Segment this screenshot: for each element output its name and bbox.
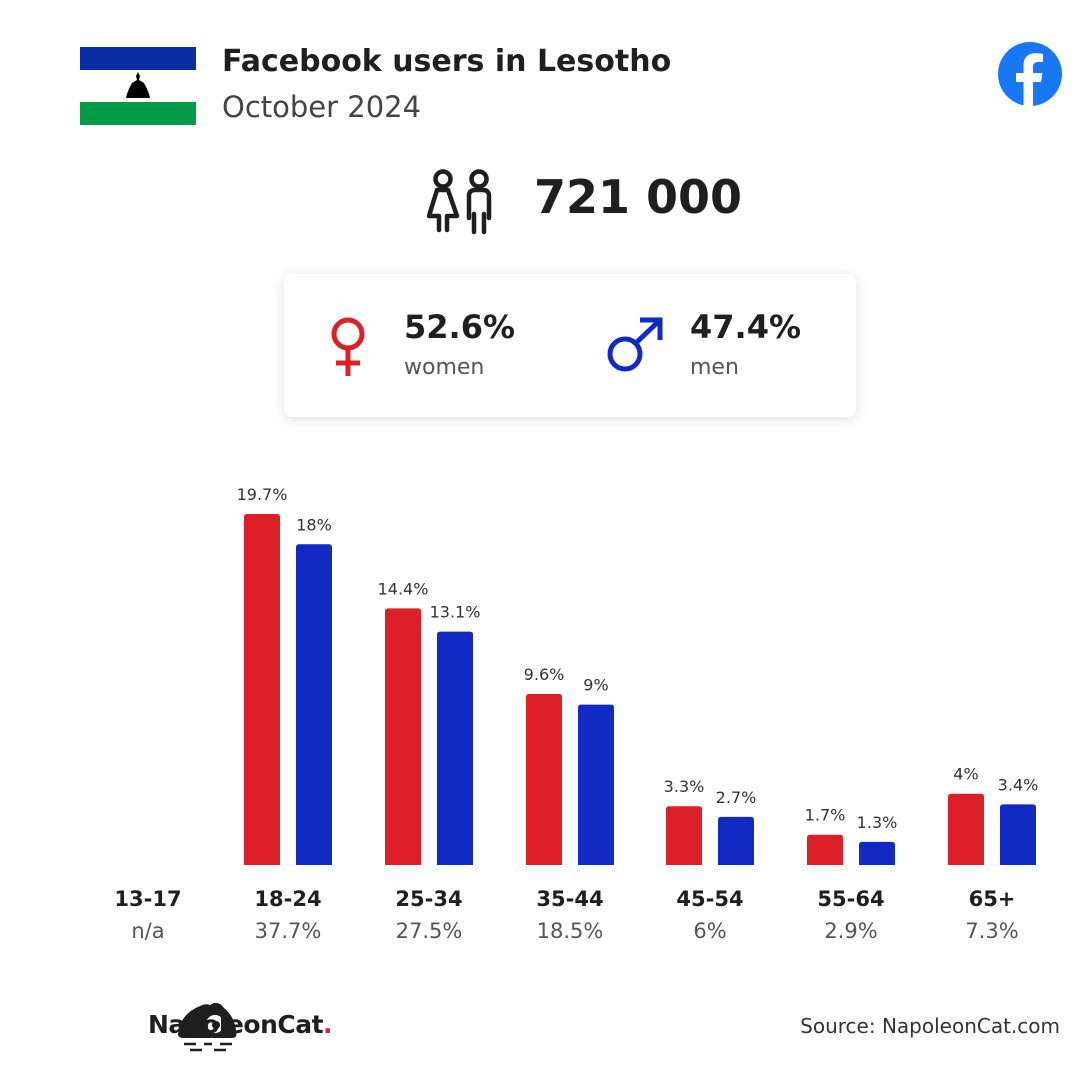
- chart-subtitle: October 2024: [222, 90, 422, 124]
- men-label: men: [690, 355, 739, 380]
- bar-label-women-65+: 4%: [953, 765, 978, 784]
- chart-title: Facebook users in Lesotho: [222, 44, 672, 79]
- bar-label-men-18-24: 18%: [296, 515, 332, 534]
- category-label-18-24: 18-24: [254, 887, 321, 911]
- bar-women-18-24: [244, 514, 280, 865]
- facebook-icon: [998, 42, 1062, 106]
- category-total-18-24: 37.7%: [255, 919, 322, 943]
- total-users-value: 721 000: [534, 170, 743, 224]
- lesotho-flag-icon: [80, 47, 196, 125]
- bar-men-45-54: [718, 816, 754, 865]
- male-icon: [607, 317, 663, 372]
- brand-name-text: NapoleonCat: [148, 1010, 324, 1039]
- category-total-13-17: n/a: [131, 919, 164, 943]
- bar-label-women-35-44: 9.6%: [524, 665, 565, 684]
- women-percentage: 52.6%: [404, 308, 516, 346]
- age-gender-bar-chart: 13-17 n/a 19.7% 18% 18-24 37.7% 14.4%13.1% 25-3…: [114, 485, 1039, 943]
- category-total-35-44: 18.5%: [537, 919, 604, 943]
- bar-men-65+: [1000, 804, 1036, 865]
- brand-name: NapoleonCat.: [148, 1010, 333, 1039]
- bar-label-men-25-34: 13.1%: [430, 603, 481, 622]
- bar-women-35-44: [526, 693, 562, 865]
- category-label-25-34: 25-34: [395, 887, 462, 911]
- bar-men-55-64: [859, 841, 895, 865]
- bar-women-25-34: [385, 608, 421, 865]
- bar-label-men-65+: 3.4%: [998, 775, 1039, 794]
- category-total-45-54: 6%: [693, 919, 726, 943]
- bar-men-35-44: [578, 704, 614, 865]
- category-label-35-44: 35-44: [536, 887, 603, 911]
- napoleoncat-logo-icon: [178, 1002, 237, 1052]
- gender-split-card: 52.6% women 47.4% men: [284, 274, 856, 417]
- bar-label-men-35-44: 9%: [583, 676, 608, 695]
- category-label-55-64: 55-64: [817, 887, 884, 911]
- bar-label-women-18-24: 19.7%: [237, 485, 288, 504]
- bar-label-women-25-34: 14.4%: [378, 579, 429, 598]
- people-icon: [427, 169, 492, 235]
- category-total-25-34: 27.5%: [396, 919, 463, 943]
- female-icon: [331, 317, 365, 376]
- category-total-65+: 7.3%: [965, 919, 1018, 943]
- category-label-45-54: 45-54: [676, 887, 743, 911]
- source-text: Source: NapoleonCat.com: [800, 1014, 1060, 1038]
- bar-label-men-55-64: 1.3%: [857, 813, 898, 832]
- bar-women-55-64: [807, 834, 843, 865]
- women-label: women: [404, 355, 485, 380]
- category-label-13-17: 13-17: [114, 887, 181, 911]
- bar-women-45-54: [666, 806, 702, 865]
- bar-label-women-45-54: 3.3%: [664, 777, 705, 796]
- bar-women-65+: [948, 793, 984, 865]
- category-total-55-64: 2.9%: [824, 919, 877, 943]
- brand-dot: .: [323, 1010, 333, 1039]
- bar-men-18-24: [296, 544, 332, 865]
- bar-label-men-45-54: 2.7%: [716, 788, 757, 807]
- bar-men-25-34: [437, 631, 473, 865]
- category-label-65+: 65+: [969, 887, 1016, 911]
- bar-label-women-55-64: 1.7%: [805, 806, 846, 825]
- men-percentage: 47.4%: [690, 308, 802, 346]
